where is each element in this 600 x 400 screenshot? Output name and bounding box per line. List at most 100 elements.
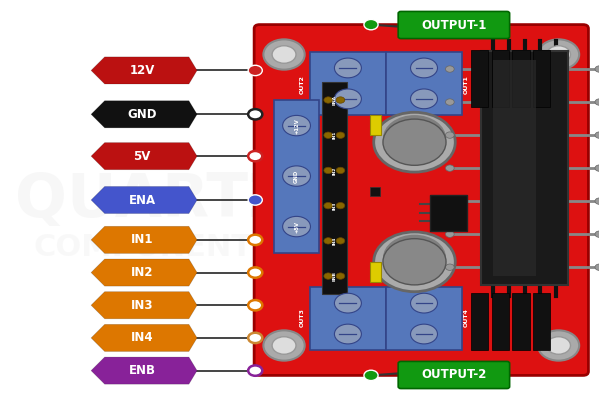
Circle shape (383, 235, 446, 281)
Circle shape (248, 267, 262, 278)
Polygon shape (91, 324, 197, 352)
Text: OUTPUT-1: OUTPUT-1 (421, 18, 487, 32)
Circle shape (595, 264, 600, 270)
FancyBboxPatch shape (398, 362, 509, 388)
FancyBboxPatch shape (491, 50, 509, 107)
FancyBboxPatch shape (491, 293, 509, 350)
Text: +5V: +5V (294, 220, 299, 233)
Circle shape (410, 293, 437, 313)
Circle shape (445, 66, 454, 72)
Text: ENA: ENA (128, 194, 155, 206)
Text: ENA: ENA (332, 95, 337, 105)
FancyBboxPatch shape (512, 293, 530, 350)
Circle shape (263, 330, 305, 361)
Text: OUT4: OUT4 (463, 308, 469, 327)
Circle shape (595, 198, 600, 204)
Text: IN2: IN2 (332, 166, 337, 174)
Circle shape (324, 132, 332, 138)
Circle shape (445, 165, 454, 171)
Circle shape (410, 324, 437, 344)
Text: GND: GND (127, 108, 157, 121)
Text: IN1: IN1 (131, 233, 153, 246)
Text: IN4: IN4 (131, 332, 154, 344)
Circle shape (248, 151, 262, 161)
Circle shape (336, 167, 345, 174)
Circle shape (334, 89, 361, 109)
Text: OUT3: OUT3 (299, 308, 305, 327)
Circle shape (445, 264, 454, 270)
Circle shape (248, 366, 262, 376)
Polygon shape (91, 101, 197, 128)
Circle shape (336, 132, 345, 138)
Circle shape (248, 235, 262, 245)
Text: 5V: 5V (133, 150, 151, 163)
Polygon shape (91, 292, 197, 319)
FancyBboxPatch shape (533, 50, 550, 107)
Circle shape (283, 115, 310, 136)
Circle shape (336, 273, 345, 279)
Circle shape (595, 132, 600, 138)
Circle shape (248, 109, 262, 120)
Circle shape (324, 202, 332, 209)
FancyBboxPatch shape (481, 51, 568, 285)
FancyBboxPatch shape (386, 287, 462, 350)
Polygon shape (91, 226, 197, 254)
FancyBboxPatch shape (512, 50, 530, 107)
FancyBboxPatch shape (386, 52, 462, 115)
FancyBboxPatch shape (493, 60, 536, 276)
Circle shape (595, 165, 600, 171)
Circle shape (410, 89, 437, 109)
Circle shape (334, 324, 361, 344)
Circle shape (283, 216, 310, 237)
Polygon shape (91, 186, 197, 214)
FancyBboxPatch shape (310, 287, 386, 350)
Text: QUARTZ: QUARTZ (15, 170, 292, 230)
Text: OUTPUT-2: OUTPUT-2 (421, 368, 487, 382)
FancyBboxPatch shape (471, 50, 488, 107)
Text: 12V: 12V (130, 64, 155, 77)
FancyBboxPatch shape (254, 25, 589, 375)
Circle shape (383, 119, 446, 165)
FancyBboxPatch shape (370, 187, 380, 196)
FancyBboxPatch shape (398, 12, 509, 38)
FancyBboxPatch shape (430, 195, 467, 231)
Circle shape (324, 167, 332, 174)
FancyBboxPatch shape (310, 52, 386, 115)
Text: IN4: IN4 (332, 237, 337, 245)
FancyBboxPatch shape (322, 82, 347, 294)
Circle shape (445, 99, 454, 105)
Circle shape (595, 66, 600, 72)
FancyBboxPatch shape (370, 262, 382, 282)
Circle shape (283, 166, 310, 186)
Circle shape (324, 97, 332, 103)
FancyBboxPatch shape (370, 115, 382, 135)
Circle shape (538, 330, 579, 361)
Circle shape (547, 46, 571, 63)
Text: ENB: ENB (332, 271, 337, 281)
Circle shape (248, 65, 262, 76)
Circle shape (445, 132, 454, 138)
Circle shape (248, 300, 262, 310)
Circle shape (336, 238, 345, 244)
Circle shape (595, 231, 600, 237)
Circle shape (445, 198, 454, 204)
Circle shape (410, 58, 437, 78)
FancyBboxPatch shape (471, 293, 488, 350)
FancyBboxPatch shape (533, 293, 550, 350)
Circle shape (272, 46, 296, 63)
Polygon shape (91, 143, 197, 170)
Text: IN3: IN3 (131, 299, 153, 312)
Text: OUT1: OUT1 (463, 75, 469, 94)
Polygon shape (91, 259, 197, 286)
Text: IN1: IN1 (332, 131, 337, 140)
Circle shape (336, 97, 345, 103)
Polygon shape (91, 357, 197, 384)
Circle shape (538, 39, 579, 70)
Circle shape (334, 293, 361, 313)
Circle shape (374, 112, 455, 172)
Circle shape (364, 370, 378, 380)
Circle shape (248, 195, 262, 205)
Circle shape (364, 20, 378, 30)
Circle shape (445, 231, 454, 237)
Circle shape (324, 238, 332, 244)
